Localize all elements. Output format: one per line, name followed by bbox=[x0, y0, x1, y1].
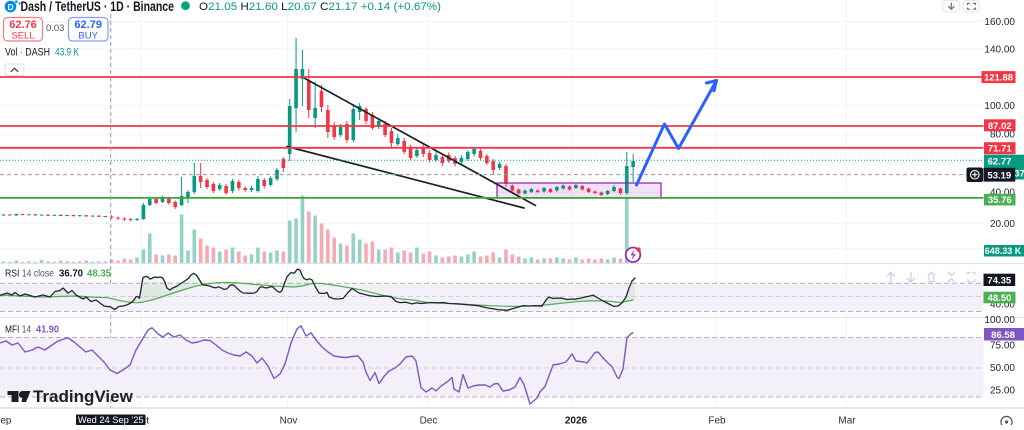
svg-text:Dash / TetherUS · 1D · Binance: Dash / TetherUS · 1D · Binance bbox=[21, 0, 175, 14]
svg-text:53.19: 53.19 bbox=[987, 170, 1011, 181]
svg-text:MFI 14: MFI 14 bbox=[5, 324, 31, 336]
svg-text:TradingView: TradingView bbox=[33, 387, 134, 406]
svg-text:80.00: 80.00 bbox=[990, 130, 1015, 141]
svg-text:62.79: 62.79 bbox=[74, 19, 102, 31]
svg-text:O21.05 H21.60 L20.67 C21.17 +0: O21.05 H21.60 L20.67 C21.17 +0.14 (+0.67… bbox=[199, 1, 441, 13]
svg-text:37: 37 bbox=[1014, 169, 1024, 180]
svg-text:62.77: 62.77 bbox=[988, 157, 1012, 168]
svg-text:2026: 2026 bbox=[565, 415, 588, 425]
svg-text:RSI 14 close: RSI 14 close bbox=[5, 268, 54, 280]
svg-text:20.00: 20.00 bbox=[990, 219, 1015, 230]
svg-text:0.03: 0.03 bbox=[46, 23, 65, 34]
svg-text:Feb: Feb bbox=[708, 415, 726, 425]
svg-text:D: D bbox=[8, 2, 14, 12]
svg-text:BUY: BUY bbox=[78, 31, 98, 42]
svg-text:SELL: SELL bbox=[11, 31, 34, 42]
svg-text:100.00: 100.00 bbox=[984, 101, 1015, 112]
svg-text:25.00: 25.00 bbox=[990, 386, 1015, 397]
svg-text:Wed 24 Sep '25: Wed 24 Sep '25 bbox=[78, 415, 144, 425]
svg-text:35.76: 35.76 bbox=[988, 195, 1012, 206]
svg-text:43.9 K: 43.9 K bbox=[55, 47, 79, 59]
svg-text:71.71: 71.71 bbox=[988, 144, 1012, 155]
svg-text:40.00: 40.00 bbox=[990, 188, 1015, 199]
svg-text:40.00: 40.00 bbox=[990, 300, 1015, 311]
svg-text:87.02: 87.02 bbox=[988, 121, 1012, 132]
svg-text:160.00: 160.00 bbox=[984, 17, 1015, 28]
svg-text:Dec: Dec bbox=[420, 415, 438, 425]
svg-text:48.35: 48.35 bbox=[87, 268, 111, 280]
svg-text:62.76: 62.76 bbox=[9, 19, 37, 31]
svg-text:41.90: 41.90 bbox=[36, 324, 59, 336]
svg-text:121.88: 121.88 bbox=[984, 73, 1013, 84]
svg-text:648.33 K: 648.33 K bbox=[985, 246, 1022, 256]
svg-text:74.35: 74.35 bbox=[987, 275, 1011, 286]
svg-text:48.50: 48.50 bbox=[988, 293, 1012, 304]
svg-text:36.70: 36.70 bbox=[59, 268, 83, 280]
svg-text:Vol · DASH: Vol · DASH bbox=[5, 47, 50, 59]
svg-text:Sep: Sep bbox=[0, 415, 12, 425]
svg-text:86.58: 86.58 bbox=[991, 330, 1015, 341]
svg-text:50.00: 50.00 bbox=[990, 363, 1015, 374]
svg-text:140.00: 140.00 bbox=[984, 44, 1015, 55]
svg-text:75.00: 75.00 bbox=[990, 341, 1015, 352]
svg-text:100.00: 100.00 bbox=[984, 315, 1015, 326]
svg-text:Nov: Nov bbox=[280, 415, 298, 425]
svg-text:Mar: Mar bbox=[838, 415, 856, 425]
